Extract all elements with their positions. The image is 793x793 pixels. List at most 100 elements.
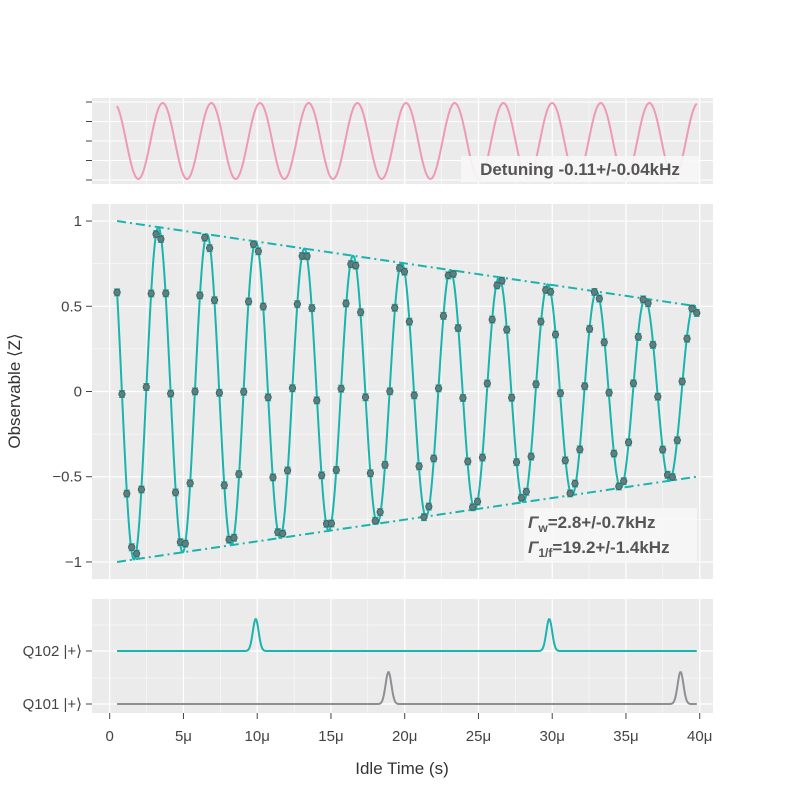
data-point xyxy=(483,379,491,388)
x-axis-ticks: 0 5μ 10μ 15μ 20μ 25μ 30μ 35μ 40μ xyxy=(106,713,712,745)
data-point xyxy=(629,379,638,387)
data-point xyxy=(152,230,160,238)
data-point xyxy=(615,482,623,491)
envelope-upper-line xyxy=(116,220,697,308)
data-point xyxy=(673,436,681,444)
x-tick-label: 20μ xyxy=(392,728,417,745)
envelope-lower-line xyxy=(116,475,697,563)
data-point xyxy=(118,390,126,398)
x-tick-label: 35μ xyxy=(613,728,638,745)
main-panel: 10.50−0.5−1 Γw=2.8+/-0.7kHz Γ1/f=19.2+/-… xyxy=(5,204,713,579)
data-point xyxy=(288,384,297,392)
data-point xyxy=(123,489,131,498)
top-panel: Detuning -0.11+/-0.04kHz xyxy=(86,98,713,184)
gamma-w-subscript: w xyxy=(537,521,548,535)
data-point xyxy=(381,461,389,469)
main-panel-y-ticks: 1 0.5 0 −0.5 −1 xyxy=(52,213,92,571)
data-point xyxy=(425,502,433,511)
data-point xyxy=(600,338,608,346)
y-tick-label: 1 xyxy=(74,213,82,230)
data-point xyxy=(527,452,535,461)
data-point xyxy=(215,389,223,397)
data-point xyxy=(405,318,413,326)
data-point xyxy=(366,469,374,477)
gamma-w-value: =2.8+/-0.7kHz xyxy=(548,513,656,532)
detuning-wave-line xyxy=(116,101,698,181)
data-point xyxy=(386,387,394,395)
data-point xyxy=(566,489,574,497)
data-point xyxy=(220,481,228,489)
data-point xyxy=(610,449,618,458)
data-point xyxy=(132,550,141,558)
data-point xyxy=(391,304,399,312)
data-point xyxy=(245,297,253,306)
data-point xyxy=(318,471,326,479)
data-point xyxy=(590,288,599,296)
x-tick-label: 0 xyxy=(106,728,114,745)
x-tick-label: 5μ xyxy=(175,728,192,745)
data-point xyxy=(264,393,272,401)
q101-trace-line xyxy=(117,670,697,705)
data-point xyxy=(147,289,155,298)
x-tick-label: 10μ xyxy=(245,728,270,745)
data-point xyxy=(532,380,540,388)
y-tick-label: −1 xyxy=(65,554,82,571)
data-point xyxy=(522,488,530,496)
bottom-panel: Q102 |+⟩ Q101 |+⟩ xyxy=(23,599,713,713)
data-point xyxy=(361,393,370,401)
data-point xyxy=(249,240,258,248)
data-point xyxy=(469,503,477,511)
data-point xyxy=(551,330,560,339)
data-point xyxy=(337,385,345,393)
detuning-annotation: Detuning -0.11+/-0.04kHz xyxy=(480,160,680,179)
top-panel-y-ticks xyxy=(86,101,92,181)
data-point xyxy=(259,302,267,311)
data-point xyxy=(595,294,603,303)
data-point xyxy=(508,394,516,402)
measurement-points xyxy=(113,230,701,558)
data-point xyxy=(576,445,584,454)
data-point xyxy=(454,324,462,332)
data-point xyxy=(371,517,379,525)
x-tick-label: 25μ xyxy=(466,728,491,745)
data-point xyxy=(571,479,579,488)
data-point xyxy=(512,458,521,466)
data-point xyxy=(537,317,545,326)
bottom-panel-bg xyxy=(92,599,713,713)
x-tick-label: 15μ xyxy=(318,728,343,745)
fit-curve-line xyxy=(116,226,698,561)
data-point xyxy=(478,453,487,462)
data-point xyxy=(254,247,262,255)
data-point xyxy=(269,473,277,481)
data-point xyxy=(313,396,321,404)
data-point xyxy=(605,389,613,397)
data-point xyxy=(449,270,457,278)
data-point xyxy=(517,494,526,502)
data-point xyxy=(659,445,667,454)
data-point xyxy=(439,312,448,320)
data-point xyxy=(283,466,292,475)
data-point xyxy=(171,488,180,496)
data-point xyxy=(410,391,418,399)
data-point xyxy=(493,281,501,289)
data-point xyxy=(137,485,146,494)
data-point xyxy=(581,382,589,390)
data-point xyxy=(683,335,691,343)
data-point xyxy=(230,534,238,542)
data-point xyxy=(649,341,657,349)
data-point xyxy=(620,477,628,485)
data-point xyxy=(332,466,340,474)
q101-channel-label: Q101 |+⟩ xyxy=(23,696,82,713)
detuning-annotation-box xyxy=(461,156,699,182)
y-axis-title: Observable ⟨Z⟩ xyxy=(5,333,24,448)
data-point xyxy=(430,454,438,463)
data-point xyxy=(308,304,316,312)
data-point xyxy=(342,299,350,308)
data-point xyxy=(327,519,336,528)
q102-trace-line xyxy=(117,617,697,652)
data-point xyxy=(142,383,150,391)
data-point xyxy=(415,462,423,470)
data-point xyxy=(206,244,214,252)
data-point xyxy=(157,235,165,243)
